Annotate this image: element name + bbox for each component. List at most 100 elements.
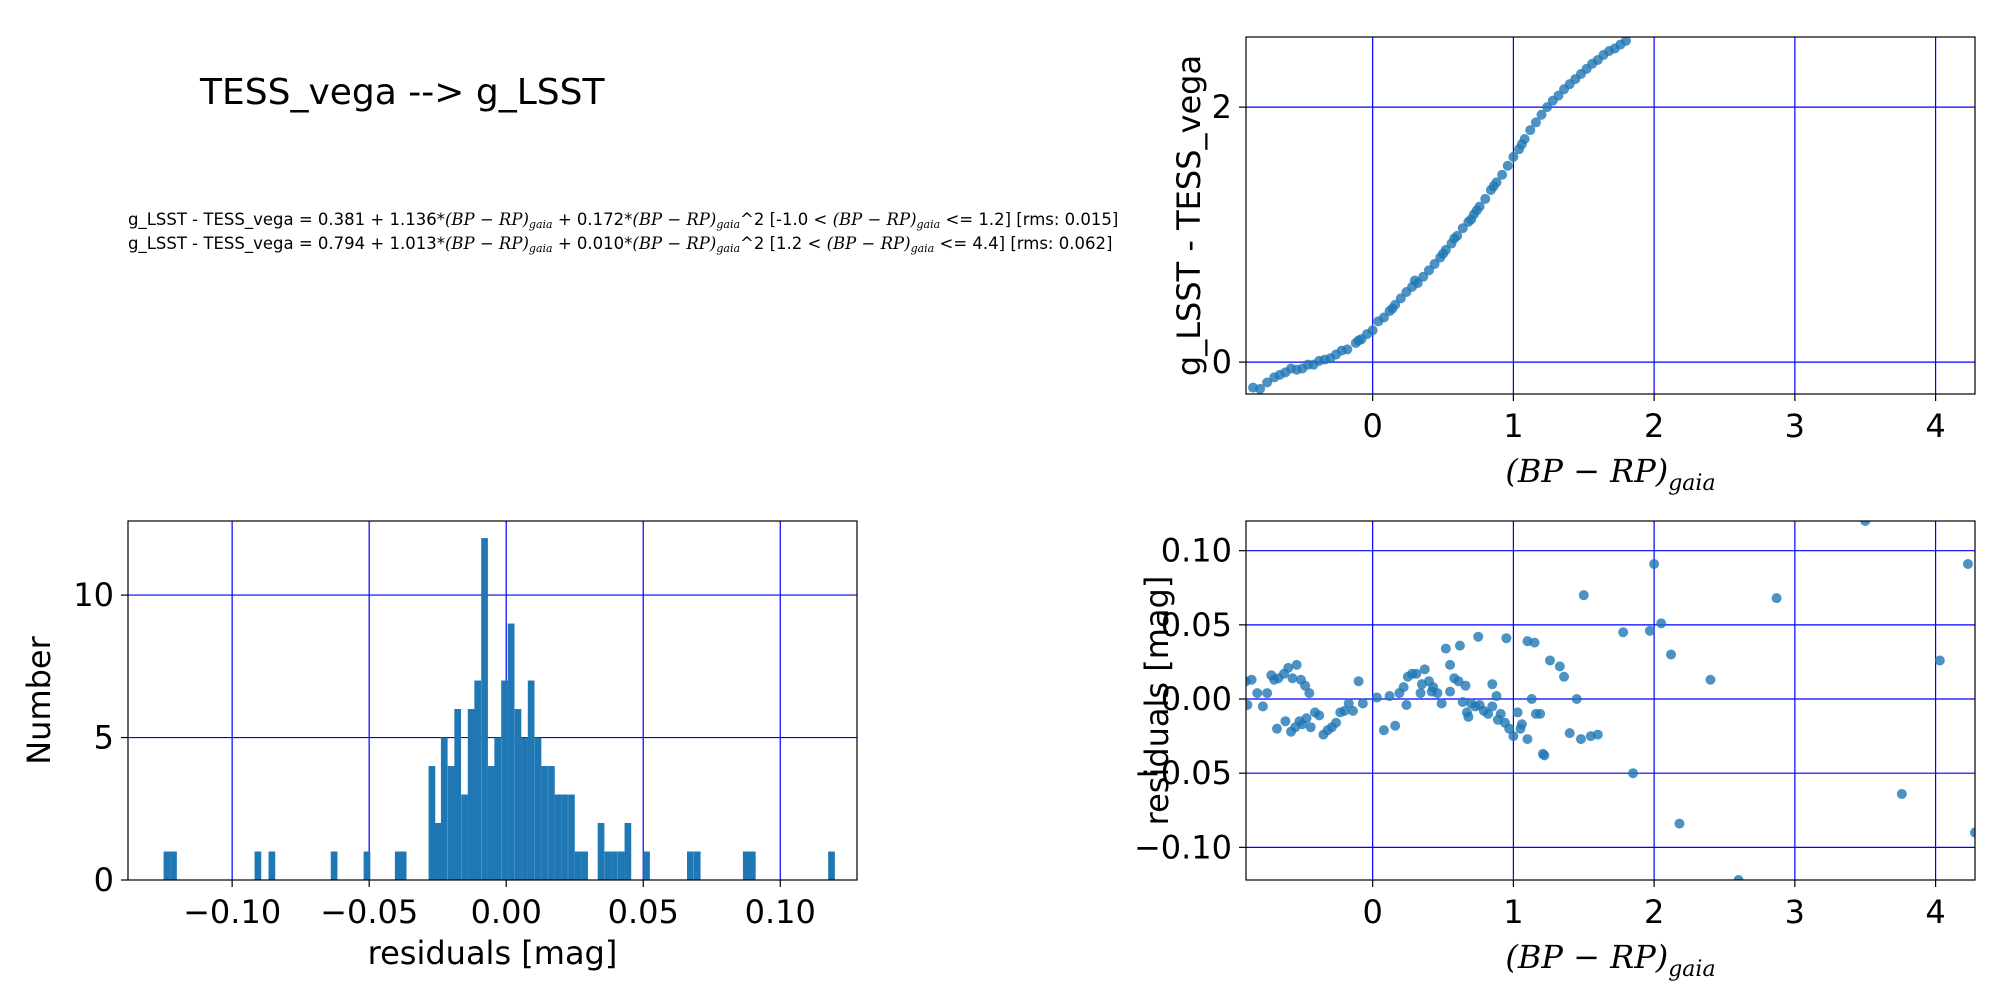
axes-frame xyxy=(1245,520,1976,881)
equation-pow: ^2 [1.2 < xyxy=(740,234,827,253)
data-point xyxy=(1353,676,1364,687)
data-point xyxy=(1387,303,1398,314)
histogram-bar xyxy=(454,709,462,880)
data-point xyxy=(1644,625,1655,636)
histogram-bar xyxy=(748,851,756,880)
data-point xyxy=(1491,691,1502,702)
data-point xyxy=(1283,662,1294,673)
y-tick-label: 0 xyxy=(1212,343,1232,381)
data-point xyxy=(1539,750,1550,761)
data-point xyxy=(1666,649,1677,660)
histogram-bar xyxy=(548,766,555,880)
histogram-bar xyxy=(363,851,371,880)
data-point xyxy=(1342,344,1353,355)
data-layer xyxy=(163,538,835,880)
data-point xyxy=(1501,633,1512,644)
histogram-bar xyxy=(597,823,605,880)
x-tick-label: 2 xyxy=(1644,893,1664,931)
data-point xyxy=(1331,717,1342,728)
bprp-sub: gaia xyxy=(716,242,741,255)
data-point xyxy=(1497,169,1508,180)
data-point xyxy=(1492,714,1503,725)
data-point xyxy=(1559,671,1570,682)
x-tick-label: 2 xyxy=(1644,407,1664,445)
bprp-sub: gaia xyxy=(716,218,741,231)
y-tick-label: 0.00 xyxy=(1161,680,1232,718)
histogram-bar xyxy=(617,851,625,880)
bprp-term: (BP − RP) xyxy=(444,234,529,253)
histogram-bar xyxy=(170,851,177,880)
data-point xyxy=(1314,710,1325,721)
data-layer xyxy=(1246,521,1975,880)
data-point xyxy=(1502,160,1513,171)
histogram-bar xyxy=(521,737,528,880)
histogram-bar xyxy=(574,851,582,880)
histogram-bar xyxy=(481,538,488,880)
histogram-bar xyxy=(487,766,495,880)
data-point xyxy=(1371,692,1382,703)
x-tick-label: 3 xyxy=(1785,407,1805,445)
data-point xyxy=(1357,698,1368,709)
data-point xyxy=(1262,377,1273,388)
data-point xyxy=(1419,664,1430,675)
x-tick-label: 0.10 xyxy=(745,893,816,931)
data-point xyxy=(1304,688,1315,699)
axes-frame xyxy=(127,520,858,881)
data-point xyxy=(1508,731,1519,742)
histogram-bar xyxy=(611,851,618,880)
histogram-bar xyxy=(527,680,535,880)
data-point xyxy=(1529,637,1540,648)
data-layer xyxy=(1248,37,1631,394)
data-point xyxy=(1384,691,1395,702)
data-point xyxy=(1487,679,1498,690)
axes-frame xyxy=(1245,36,1976,395)
histogram-bar xyxy=(474,680,482,880)
bprp-sub: gaia xyxy=(916,218,941,231)
data-point xyxy=(1620,37,1631,46)
data-point xyxy=(1287,673,1298,684)
data-point xyxy=(1592,729,1603,740)
data-point xyxy=(1487,701,1498,712)
y-tick-label: 0.05 xyxy=(1161,606,1232,644)
data-point xyxy=(1578,590,1589,601)
y-tick-label: 5 xyxy=(94,719,114,757)
histogram-bar xyxy=(461,794,468,880)
data-point xyxy=(1457,696,1468,707)
data-point xyxy=(1415,688,1426,699)
histogram-bar xyxy=(494,737,502,880)
equation-lhs: g_LSST - TESS_vega = 0.381 + 1.136* xyxy=(128,210,445,229)
page-title: TESS_vega --> g_LSST xyxy=(200,72,605,113)
histogram-bar xyxy=(428,766,436,880)
equation-range: <= 4.4] [rms: 0.062] xyxy=(934,234,1113,253)
data-point xyxy=(1445,659,1456,670)
data-point xyxy=(1343,698,1354,709)
data-point xyxy=(1471,205,1482,216)
data-point xyxy=(1246,699,1253,710)
x-axis-label: (BP − RP)gaia xyxy=(1505,452,1715,496)
data-point xyxy=(1347,705,1358,716)
data-point xyxy=(1301,713,1312,724)
histogram-bar xyxy=(561,794,568,880)
bprp-sub: gaia xyxy=(910,242,935,255)
x-axis-label: (BP − RP)gaia xyxy=(1505,938,1715,982)
data-point xyxy=(1246,674,1257,685)
data-point xyxy=(1536,109,1547,120)
data-point xyxy=(1409,275,1420,286)
data-point xyxy=(1305,722,1316,733)
histogram-bar xyxy=(568,794,575,880)
x-tick-label: 4 xyxy=(1925,407,1945,445)
x-tick-label: 0 xyxy=(1362,893,1382,931)
data-point xyxy=(1618,627,1629,638)
data-point xyxy=(1516,139,1527,150)
data-point xyxy=(1300,680,1311,691)
data-point xyxy=(1705,674,1716,685)
data-point xyxy=(1564,728,1575,739)
data-point xyxy=(1280,716,1291,727)
data-point xyxy=(1554,661,1565,672)
data-point xyxy=(1504,723,1515,734)
data-point xyxy=(1525,125,1536,136)
equation-pow: ^2 [-1.0 < xyxy=(740,210,833,229)
equation-mid: + 0.172* xyxy=(552,210,633,229)
histogram-bar xyxy=(541,766,548,880)
y-tick-label: 10 xyxy=(73,576,114,614)
